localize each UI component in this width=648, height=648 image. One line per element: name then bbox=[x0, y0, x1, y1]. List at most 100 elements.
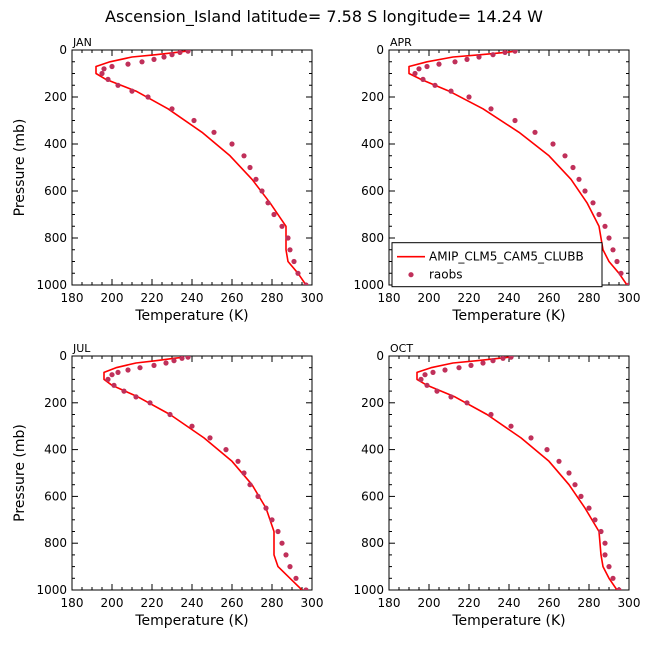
y-tick-label: 600 bbox=[361, 184, 384, 198]
raob-point bbox=[185, 50, 191, 54]
y-tick-label: 1000 bbox=[36, 278, 67, 292]
raob-point bbox=[416, 66, 422, 72]
x-tick-label: 180 bbox=[378, 596, 401, 610]
y-tick-label: 600 bbox=[361, 489, 384, 503]
x-tick-label: 240 bbox=[181, 596, 204, 610]
raob-point bbox=[468, 362, 474, 368]
legend-box bbox=[391, 242, 603, 288]
raob-point bbox=[271, 211, 277, 218]
y-tick-label: 1000 bbox=[36, 583, 67, 597]
raob-point bbox=[185, 356, 191, 360]
raob-point bbox=[169, 52, 175, 58]
raob-point bbox=[418, 376, 424, 382]
raob-point bbox=[115, 82, 121, 88]
x-tick-label: 300 bbox=[618, 291, 641, 305]
y-axis-label: Pressure (mb) bbox=[12, 424, 28, 522]
raob-point bbox=[121, 388, 127, 394]
x-tick-label: 300 bbox=[301, 291, 324, 305]
raob-point bbox=[424, 382, 430, 388]
raob-point bbox=[508, 356, 514, 360]
y-tick-label: 0 bbox=[376, 43, 384, 57]
x-tick-label: 280 bbox=[578, 596, 601, 610]
raob-point bbox=[265, 200, 271, 206]
raob-point bbox=[464, 56, 470, 63]
raob-point bbox=[105, 76, 111, 82]
panel-title: JAN bbox=[72, 36, 92, 49]
raob-point bbox=[576, 176, 582, 182]
raob-point bbox=[211, 129, 217, 135]
raob-point bbox=[151, 56, 157, 63]
y-tick-label: 1000 bbox=[353, 583, 384, 597]
x-tick-label: 280 bbox=[261, 596, 284, 610]
raob-point bbox=[544, 447, 550, 453]
y-tick-label: 200 bbox=[361, 396, 384, 410]
y-tick-label: 800 bbox=[361, 231, 384, 245]
y-tick-label: 200 bbox=[44, 396, 67, 410]
plot-area bbox=[103, 356, 309, 590]
raob-point bbox=[512, 117, 518, 124]
x-tick-label: 180 bbox=[61, 291, 84, 305]
raob-point bbox=[606, 235, 612, 241]
raob-point bbox=[582, 188, 588, 194]
x-axis-label: Temperature (K) bbox=[451, 308, 565, 324]
raob-point bbox=[255, 493, 261, 499]
raob-point bbox=[303, 282, 309, 285]
x-tick-label: 280 bbox=[578, 291, 601, 305]
raob-point bbox=[512, 50, 518, 54]
x-tick-label: 280 bbox=[261, 291, 284, 305]
raob-point bbox=[287, 564, 293, 570]
raob-point bbox=[151, 362, 157, 368]
raob-point bbox=[502, 50, 508, 55]
y-tick-label: 0 bbox=[376, 349, 384, 363]
x-tick-label: 220 bbox=[141, 291, 164, 305]
raob-point bbox=[434, 388, 440, 394]
x-tick-label: 180 bbox=[378, 291, 401, 305]
raob-point bbox=[532, 129, 538, 135]
y-tick-label: 400 bbox=[361, 443, 384, 457]
model-line bbox=[408, 50, 628, 285]
raob-point bbox=[456, 365, 462, 371]
raob-point bbox=[566, 470, 572, 476]
figure-title: Ascension_Island latitude= 7.58 S longit… bbox=[105, 7, 543, 27]
raob-point bbox=[424, 63, 430, 70]
raob-point bbox=[602, 540, 608, 546]
x-tick-label: 200 bbox=[418, 291, 441, 305]
x-tick-label: 200 bbox=[101, 596, 124, 610]
raob-point bbox=[442, 367, 448, 373]
raob-point bbox=[139, 59, 145, 65]
raob-point bbox=[133, 394, 139, 400]
raob-point bbox=[476, 54, 482, 60]
raob-point bbox=[101, 66, 107, 72]
y-axis-label: Pressure (mb) bbox=[12, 119, 28, 217]
raob-point bbox=[241, 153, 247, 159]
x-tick-label: 220 bbox=[458, 596, 481, 610]
raob-point bbox=[279, 223, 285, 229]
x-tick-label: 200 bbox=[418, 596, 441, 610]
raob-point bbox=[432, 82, 438, 88]
y-tick-label: 200 bbox=[361, 90, 384, 104]
raob-point bbox=[602, 223, 608, 229]
raob-point bbox=[229, 141, 235, 147]
raob-point bbox=[614, 258, 620, 265]
x-tick-label: 260 bbox=[538, 596, 561, 610]
y-tick-label: 200 bbox=[44, 90, 67, 104]
raob-point bbox=[137, 365, 143, 371]
x-tick-label: 240 bbox=[498, 291, 521, 305]
raob-point bbox=[291, 258, 297, 265]
x-tick-label: 220 bbox=[458, 291, 481, 305]
x-axis-label: Temperature (K) bbox=[134, 308, 248, 324]
raob-point bbox=[626, 282, 629, 285]
panel-title: OCT bbox=[390, 342, 413, 355]
raob-point bbox=[303, 587, 309, 590]
x-tick-label: 260 bbox=[221, 291, 244, 305]
raob-point bbox=[578, 493, 584, 499]
raob-point bbox=[412, 70, 418, 77]
raob-point bbox=[191, 117, 197, 124]
raob-point bbox=[464, 400, 470, 406]
raob-point bbox=[436, 61, 442, 67]
y-tick-label: 0 bbox=[59, 43, 67, 57]
legend-model-label: AMIP_CLM5_CAM5_CLUBB bbox=[429, 250, 584, 264]
raob-point bbox=[480, 360, 486, 366]
x-tick-label: 180 bbox=[61, 596, 84, 610]
